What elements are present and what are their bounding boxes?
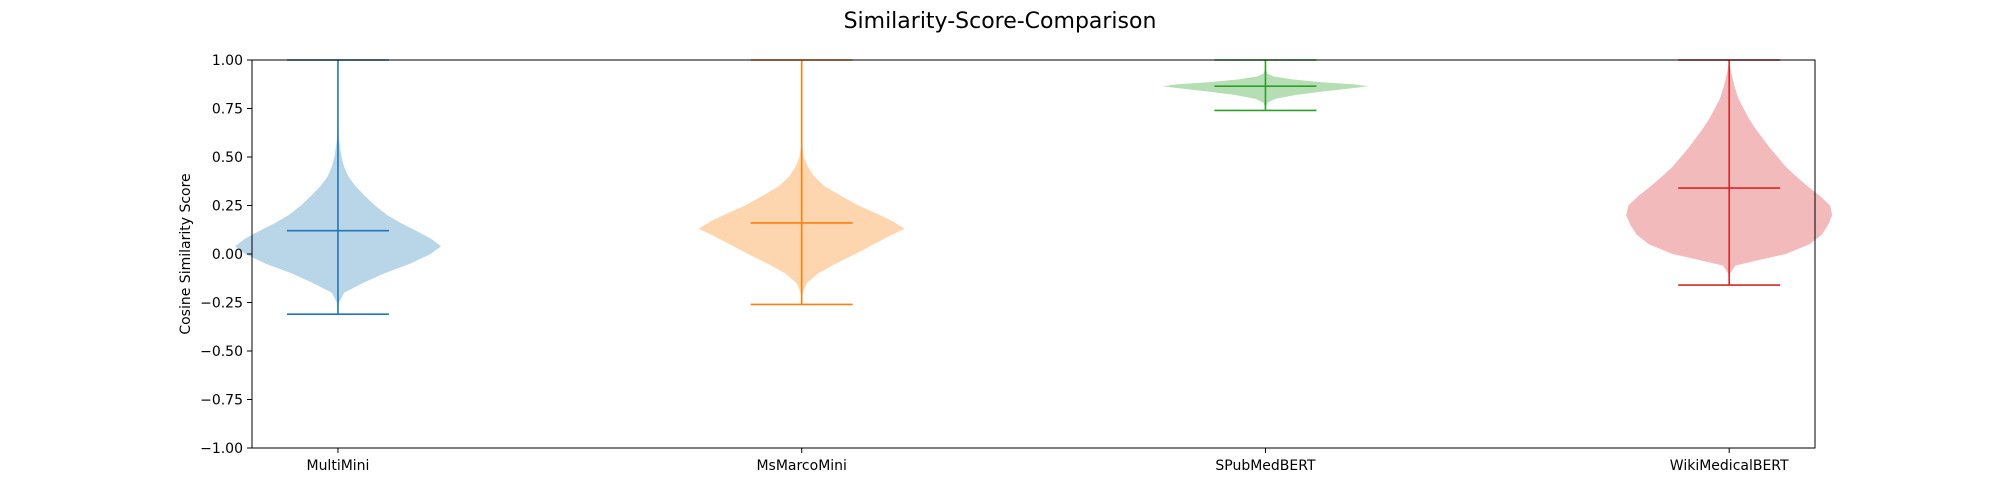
y-axis-label: Cosine Similarity Score	[178, 173, 194, 334]
y-axis: −1.00 −0.75 −0.50 −0.25 0.00 0.25 0.50 0.75 1.00	[200, 53, 252, 457]
stats-layer	[286, 59, 1781, 315]
x-axis: MultiMini MsMarcoMini SPubMedBERT WikiMedic…	[306, 448, 1789, 474]
y-tick-label: −0.50	[200, 344, 243, 360]
y-tick-label: 0.25	[212, 199, 243, 215]
x-tick-label: MsMarcoMini	[756, 458, 846, 474]
y-tick-label: −1.00	[200, 441, 243, 457]
y-tick-label: 1.00	[212, 53, 243, 69]
y-tick-label: 0.50	[212, 150, 243, 166]
y-tick-label: −0.25	[200, 296, 243, 312]
y-tick-label: 0.75	[212, 102, 243, 118]
chart-title: Similarity-Score-Comparison	[844, 9, 1157, 34]
y-tick-label: −0.75	[200, 393, 243, 409]
x-tick-label: MultiMini	[306, 458, 369, 474]
x-tick-label: SPubMedBERT	[1215, 458, 1316, 474]
x-tick-label: WikiMedicalBERT	[1670, 458, 1789, 474]
y-tick-label: 0.00	[212, 247, 243, 263]
